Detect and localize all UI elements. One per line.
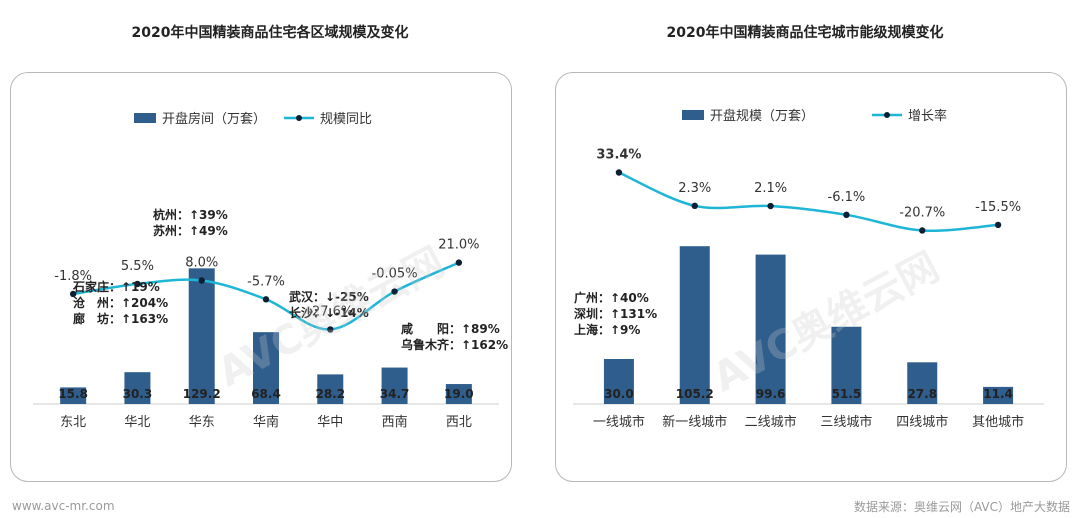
legend-line-marker (296, 115, 302, 121)
bar-value-label: 27.8 (907, 387, 937, 401)
bar-value-label: 11.4 (983, 387, 1013, 401)
legend-bar-label: 开盘房间（万套） (162, 111, 266, 127)
bar (603, 359, 634, 404)
legend-bar-swatch (682, 110, 704, 120)
bar-value-label: 28.2 (315, 387, 345, 401)
x-tick-label: 新一线城市 (662, 414, 727, 430)
bar-value-label: 51.5 (832, 387, 862, 401)
bar (445, 384, 472, 404)
line-value-label: 21.0% (438, 238, 479, 253)
line-value-label: 5.5% (121, 259, 154, 274)
bar-value-label: 34.7 (380, 387, 410, 401)
x-tick-label: 华北 (124, 415, 150, 430)
right-chart-title: 2020年中国精装商品住宅城市能级规模变化 (666, 25, 944, 41)
x-tick-label: 二线城市 (745, 414, 797, 430)
bar (253, 332, 279, 404)
bar (679, 246, 710, 404)
x-tick-label: 其他城市 (972, 414, 1024, 430)
left-chart-svg: 开盘房间（万套） 规模同比 15.8 东北 30.3 华北 129.2 华东 68.4 华南 28.… (33, 111, 508, 430)
bar (188, 268, 215, 404)
bar (317, 374, 344, 404)
x-tick-label: 三线城市 (820, 414, 872, 430)
line-value-label: -15.5% (975, 200, 1021, 215)
line-value-label: -6.1% (828, 190, 866, 205)
bar (831, 326, 862, 404)
x-tick-label: 西南 (382, 414, 408, 430)
right-chart-svg: 开盘规模（万套） 增长率 30.0 一线城市 105.2 新一线城市 99.6 二线城市 51.… (573, 108, 1044, 430)
legend-line-marker (884, 112, 890, 118)
line-value-label: -1.8% (54, 269, 92, 284)
bar-value-label: 30.0 (604, 387, 634, 401)
legend-line-label: 增长率 (908, 108, 947, 124)
bar-value-label: 19.0 (444, 387, 474, 401)
city-annotation: 长沙：↓-14% (289, 305, 369, 320)
bar-value-label: 15.8 (58, 387, 88, 401)
bar-value-label: 129.2 (183, 387, 221, 401)
bar-value-label: 30.3 (123, 387, 153, 401)
line-point (615, 169, 623, 176)
bar (983, 386, 1014, 404)
line-point (198, 277, 205, 284)
city-annotation: 乌鲁木齐：↑162% (401, 337, 508, 352)
line-value-label: -27.6% (307, 304, 353, 319)
city-annotation: 上海：↑9% (574, 322, 640, 337)
footer-source: 数据来源：奥维云网（AVC）地产大数据 (853, 500, 1070, 514)
city-annotation: 武汉：↓-25% (289, 289, 369, 304)
line-point (691, 202, 698, 210)
x-tick-label: 一线城市 (593, 414, 645, 430)
city-annotation: 咸 阳：↑89% (401, 321, 500, 336)
city-annotation: 廊 坊：↑163% (73, 311, 168, 326)
growth-line (618, 171, 999, 232)
line-point (843, 211, 850, 219)
line-value-label: 2.3% (678, 181, 711, 196)
right-chart-panel: 开盘规模（万套） 增长率 30.0 一线城市 105.2 新一线城市 99.6 二线城市 51.… (555, 72, 1067, 482)
x-tick-label: 华南 (253, 414, 279, 430)
line-point (262, 296, 270, 303)
x-tick-label: 华中 (317, 415, 343, 430)
line-value-label: -0.05% (372, 267, 418, 282)
line-value-label: -5.7% (247, 274, 285, 289)
footer-site: www.avc-mr.com (12, 499, 115, 513)
bar (60, 387, 87, 404)
left-chart-panel: 开盘房间（万套） 规模同比 15.8 东北 30.3 华北 129.2 华东 68.4 华南 28.… (10, 72, 512, 482)
x-tick-label: 华东 (189, 415, 215, 430)
city-annotation: 苏州：↑49% (153, 223, 228, 238)
city-annotation: 石家庄：↑19% (72, 279, 160, 294)
line-point (134, 280, 141, 288)
line-point (327, 326, 334, 333)
line-point (391, 288, 398, 295)
line-value-label: 2.1% (754, 181, 787, 196)
bar-value-label: 68.4 (251, 387, 281, 401)
line-point (767, 202, 774, 210)
x-tick-label: 四线城市 (896, 414, 948, 430)
city-annotation: 杭州：↑39% (153, 207, 228, 222)
bar (755, 254, 786, 404)
line-point (455, 259, 463, 266)
bar (907, 362, 938, 404)
legend-bar-label: 开盘规模（万套） (710, 108, 814, 124)
bar (381, 367, 408, 404)
line-point (994, 221, 1002, 229)
bar-value-label: 99.6 (756, 387, 786, 401)
x-tick-label: 东北 (60, 415, 86, 430)
line-value-label: 33.4% (596, 148, 641, 163)
legend-line-label: 规模同比 (320, 112, 372, 127)
line-point (69, 290, 77, 298)
bar (124, 372, 151, 404)
line-value-label: -20.7% (899, 205, 945, 220)
left-chart-title: 2020年中国精装商品住宅各区域规模及变化 (131, 25, 409, 41)
legend-bar-swatch (134, 113, 156, 123)
bar-value-label: 105.2 (676, 387, 714, 401)
city-annotation: 广州：↑40% (574, 290, 649, 305)
line-point (919, 227, 926, 234)
city-annotation: 深圳：↑131% (574, 306, 657, 321)
x-tick-label: 西北 (446, 415, 472, 430)
city-annotation: 沧 州：↑204% (73, 295, 168, 310)
line-value-label: 8.0% (185, 256, 218, 271)
